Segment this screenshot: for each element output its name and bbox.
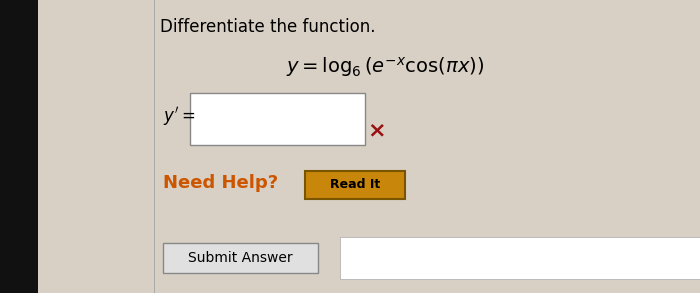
Text: Read It: Read It (330, 178, 380, 192)
Text: Need Help?: Need Help? (163, 174, 278, 192)
Text: $\mathbf{\times}$: $\mathbf{\times}$ (367, 121, 385, 141)
Text: $y' =$: $y' =$ (163, 105, 195, 129)
Text: Submit Answer: Submit Answer (188, 251, 293, 265)
Bar (190, 93, 365, 145)
Bar (154, 0, 155, 293)
Bar (305, 171, 405, 199)
Bar (0, 0, 38, 293)
Bar (340, 237, 700, 279)
Text: Differentiate the function.: Differentiate the function. (160, 18, 375, 36)
Bar (163, 243, 318, 273)
Text: $y = \log_6(e^{-x}\cos(\pi x))$: $y = \log_6(e^{-x}\cos(\pi x))$ (286, 55, 484, 79)
